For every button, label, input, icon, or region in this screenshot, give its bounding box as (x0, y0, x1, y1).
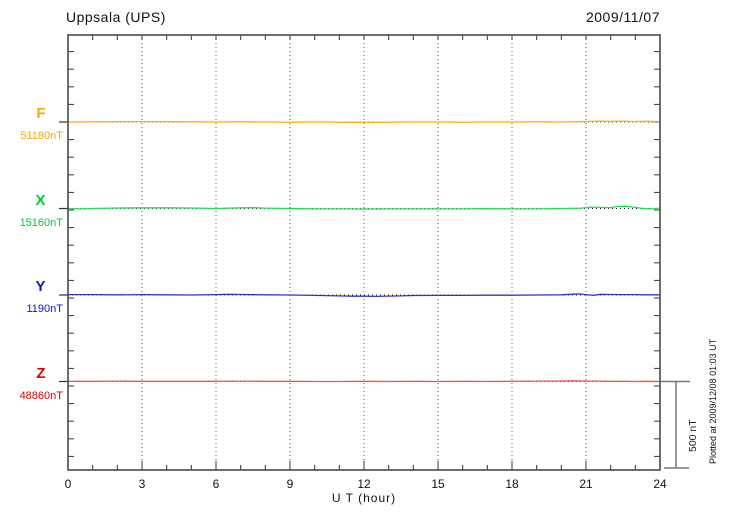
component-baseline-value-X: 15160nT (19, 216, 63, 229)
x-tick-label-15: 15 (431, 477, 445, 491)
date-label: 2009/11/07 (585, 9, 660, 25)
trace-X (67, 205, 661, 210)
component-label-X: X (35, 191, 46, 209)
x-tick-label-3: 3 (138, 477, 146, 491)
x-tick-label-6: 6 (212, 477, 220, 491)
trace-Y (68, 293, 660, 298)
x-tick-label-0: 0 (64, 477, 72, 491)
x-tick-label-12: 12 (357, 477, 371, 491)
x-tick-label-9: 9 (286, 477, 294, 491)
x-tick-label-18: 18 (505, 477, 519, 491)
page-title: Uppsala (UPS) (66, 9, 166, 25)
scale-bar-label: 500 nT (687, 419, 699, 452)
component-label-F: F (36, 105, 46, 122)
plot-frame (67, 34, 661, 471)
x-tick-label-24: 24 (653, 477, 667, 491)
x-tick-label-21: 21 (579, 477, 593, 491)
trace-F (67, 120, 661, 124)
x-axis-label: U T (hour) (331, 491, 397, 505)
trace-Z (68, 380, 661, 383)
component-baseline-value-F: 51180nT (20, 130, 63, 142)
component-baseline-value-Y: 1190nT (26, 303, 64, 315)
component-label-Y: Y (35, 278, 46, 295)
component-baseline-value-Z: 48860nT (19, 389, 63, 402)
plotted-at-label: Plotted at 2009/12/08 01:03 UT (708, 338, 718, 464)
component-label-Z: Z (36, 364, 46, 382)
